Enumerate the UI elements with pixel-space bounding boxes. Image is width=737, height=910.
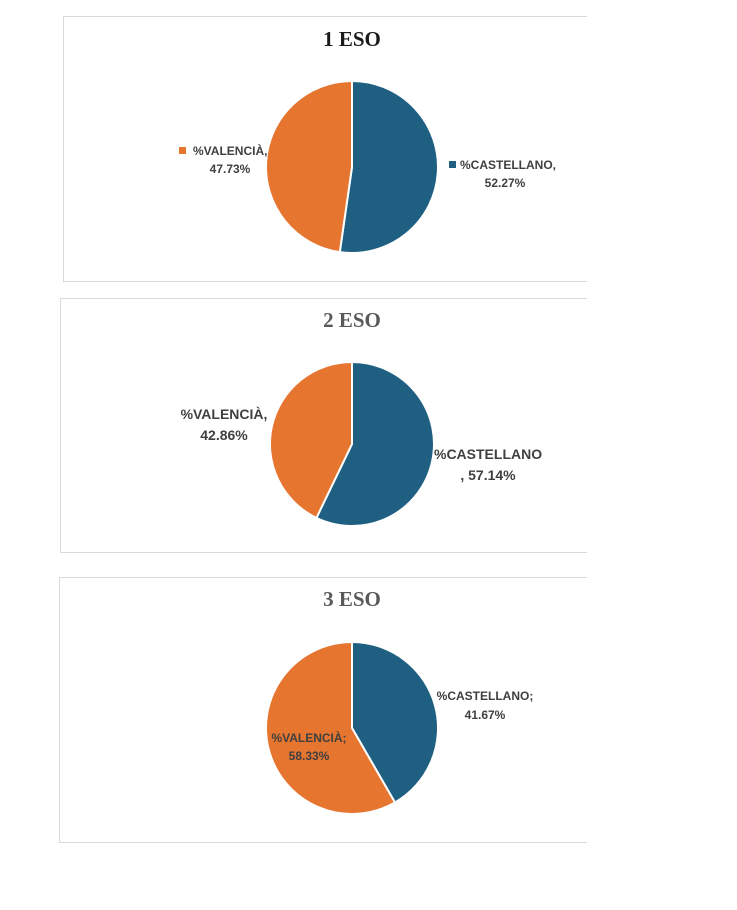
label-valencia-3-line1: %VALENCIÀ; <box>271 730 346 745</box>
label-castellano-1-line1: %CASTELLANO, <box>460 158 556 172</box>
label-valencia-2-line2: 42.86% <box>200 427 248 443</box>
legend-marker-valencia-1 <box>179 147 186 154</box>
label-castellano-3-line1: %CASTELLANO; <box>437 689 534 703</box>
legend-marker-castellano-1 <box>449 161 456 168</box>
label-castellano-3-line2: 41.67% <box>465 708 506 722</box>
chart-title-2-eso: 2 ESO <box>323 308 381 332</box>
pie-3-eso <box>265 640 439 815</box>
label-valencia-3-line2: 58.33% <box>289 749 330 763</box>
pie-slice-valencia <box>264 79 353 254</box>
pie-slice-castellano <box>315 360 435 527</box>
chart-title-3-eso: 3 ESO <box>323 587 381 611</box>
pie-slice-valencia <box>265 640 397 815</box>
pie-slice-valencia <box>269 360 353 520</box>
label-castellano-2-line2: , 57.14% <box>460 467 516 483</box>
pie-slice-castellano <box>351 640 439 804</box>
pie-slice-castellano <box>338 79 439 254</box>
pie-1-eso <box>264 79 439 254</box>
label-valencia-1-line2: 47.73% <box>210 162 251 176</box>
pie-2-eso <box>269 360 435 527</box>
label-valencia-2-line1: %VALENCIÀ, <box>181 406 268 422</box>
label-castellano-2-line1: %CASTELLANO <box>434 446 542 462</box>
chart-title-1-eso: 1 ESO <box>323 27 381 51</box>
label-valencia-1-line1: %VALENCIÀ, <box>193 143 267 158</box>
label-castellano-1-line2: 52.27% <box>485 176 526 190</box>
